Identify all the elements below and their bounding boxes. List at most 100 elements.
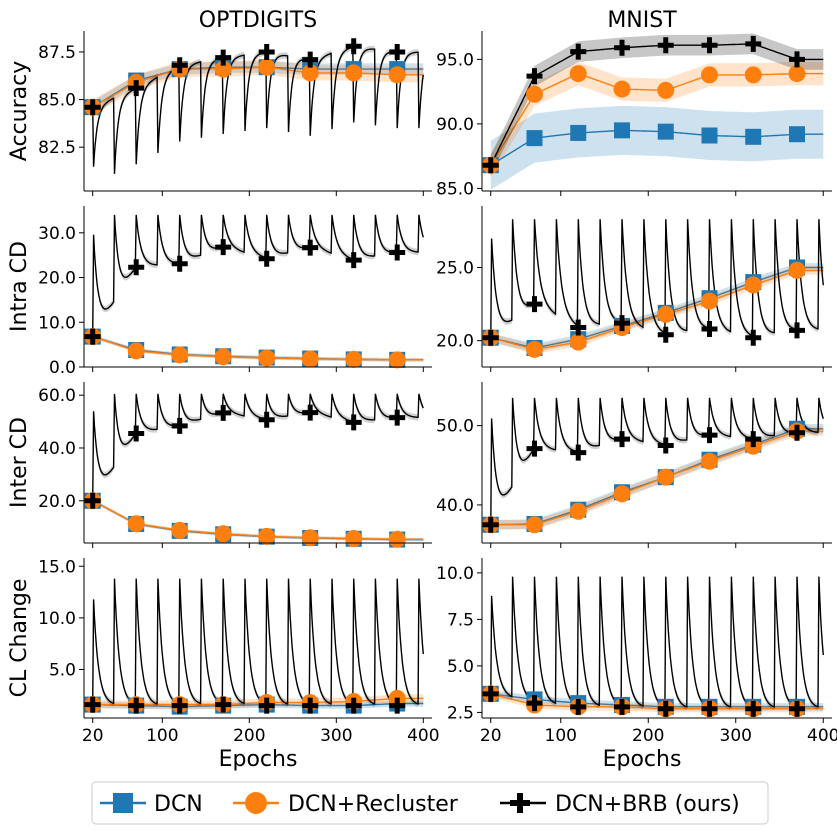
y-tick-label: 87.5 bbox=[38, 43, 76, 63]
marker-dcn-recluster bbox=[744, 276, 762, 294]
y-tick-label: 25.0 bbox=[436, 258, 474, 278]
marker-dcn-recluster bbox=[657, 305, 675, 323]
marker-dcn-brb-ours bbox=[526, 68, 543, 85]
y-axis-label: Accuracy bbox=[7, 61, 32, 161]
marker-dcn bbox=[570, 124, 587, 141]
marker-dcn-brb-ours bbox=[789, 700, 805, 717]
marker-dcn-brb-ours bbox=[171, 57, 188, 74]
y-tick-label: 20.0 bbox=[38, 492, 76, 512]
x-axis-label-left: Epochs bbox=[219, 747, 298, 772]
line-dcn-brb-ours bbox=[490, 43, 824, 166]
marker-dcn-recluster bbox=[657, 81, 675, 99]
y-tick-label: 60.0 bbox=[38, 386, 76, 406]
marker-dcn-brb-ours bbox=[614, 431, 630, 448]
legend-label-dcn: DCN bbox=[154, 792, 203, 817]
line-dcn-brb-ours bbox=[92, 214, 424, 337]
panel-mnist-row0: 85.0 90.0 95.0 bbox=[436, 31, 832, 199]
marker-dcn-brb-ours bbox=[657, 37, 674, 54]
marker-dcn-recluster bbox=[788, 65, 806, 83]
marker-dcn-brb-ours bbox=[171, 697, 188, 714]
y-tick-label: 0.0 bbox=[49, 358, 76, 378]
marker-dcn-brb-ours bbox=[482, 516, 499, 533]
marker-dcn-brb-ours bbox=[302, 697, 319, 714]
marker-dcn-recluster bbox=[701, 292, 718, 310]
col-title-mnist: MNIST bbox=[607, 8, 677, 33]
y-tick-label: 30.0 bbox=[38, 224, 76, 244]
y-tick-label: 10.0 bbox=[38, 609, 76, 629]
marker-dcn-brb-ours bbox=[128, 697, 145, 714]
band-dcn-brb-ours bbox=[92, 390, 424, 504]
circle-icon bbox=[245, 792, 267, 814]
marker-dcn bbox=[701, 127, 718, 144]
line-dcn-recluster bbox=[490, 269, 824, 351]
marker-dcn-brb-ours bbox=[128, 259, 145, 276]
y-tick-label: 85.0 bbox=[38, 91, 76, 111]
line-dcn-recluster bbox=[490, 72, 824, 166]
y-tick-label: 90.0 bbox=[436, 115, 474, 135]
marker-dcn-recluster bbox=[301, 64, 319, 82]
line-dcn-brb-ours bbox=[92, 45, 424, 174]
line-dcn-brb-ours bbox=[490, 576, 824, 708]
band-dcn-brb-ours bbox=[490, 573, 824, 711]
marker-dcn-brb-ours bbox=[345, 414, 362, 431]
marker-dcn-brb-ours bbox=[745, 700, 762, 717]
marker-dcn-recluster bbox=[388, 351, 406, 369]
marker-dcn-brb-ours bbox=[701, 427, 718, 444]
marker-dcn-brb-ours bbox=[570, 444, 587, 461]
marker-dcn-recluster bbox=[127, 515, 145, 533]
y-tick-label: 20.0 bbox=[436, 332, 474, 352]
marker-dcn-recluster bbox=[171, 346, 189, 364]
legend-entry-brb: DCN+BRB (ours) bbox=[500, 792, 740, 817]
band-dcn-brb-ours bbox=[92, 211, 424, 340]
x-tick-label: 200 bbox=[632, 726, 664, 746]
marker-dcn-brb-ours bbox=[614, 315, 630, 332]
marker-dcn-brb-ours bbox=[482, 685, 499, 702]
legend-entry-recluster: DCN+Recluster bbox=[233, 792, 459, 817]
marker-dcn-recluster bbox=[258, 58, 276, 76]
marker-dcn-brb-ours bbox=[526, 695, 543, 712]
panels: 82.5 85.0 87.5 Accuracy 85.090.095.0 0.0 10.0 2… bbox=[7, 31, 837, 746]
marker-dcn bbox=[789, 126, 805, 143]
band-dcn-brb-ours bbox=[490, 33, 824, 176]
plot-area bbox=[490, 33, 824, 190]
plot-area bbox=[92, 43, 424, 178]
marker-dcn-recluster bbox=[788, 261, 806, 279]
legend-label-recluster: DCN+Recluster bbox=[288, 792, 459, 817]
marker-dcn-recluster bbox=[388, 66, 406, 84]
panel-mnist-row2: 40.0 50.0 bbox=[436, 382, 832, 548]
marker-dcn-recluster bbox=[657, 468, 675, 486]
marker-dcn-brb-ours bbox=[258, 43, 275, 60]
band-dcn-brb-ours bbox=[490, 394, 824, 528]
y-tick-label: 2.5 bbox=[447, 703, 474, 723]
marker-dcn-recluster bbox=[301, 350, 319, 368]
marker-dcn-brb-ours bbox=[570, 319, 587, 336]
line-dcn-brb-ours bbox=[92, 578, 424, 705]
line-dcn-brb-ours bbox=[490, 397, 824, 525]
x-tick-label: 20 bbox=[82, 726, 104, 746]
marker-dcn-brb-ours bbox=[389, 697, 406, 714]
plot-area bbox=[92, 211, 424, 362]
col-title-optdigits: OPTDIGITS bbox=[199, 8, 317, 33]
plus-icon bbox=[510, 793, 530, 813]
x-tick-label: 20 bbox=[480, 726, 502, 746]
line-dcn-recluster bbox=[490, 430, 824, 526]
marker-dcn-brb-ours bbox=[701, 37, 718, 54]
marker-dcn-brb-ours bbox=[302, 404, 319, 421]
marker-dcn-brb-ours bbox=[570, 43, 587, 60]
plot-area bbox=[92, 575, 424, 710]
marker-dcn-brb-ours bbox=[84, 328, 101, 345]
marker-dcn-recluster bbox=[214, 348, 232, 366]
y-tick-label: 20.0 bbox=[38, 269, 76, 289]
y-tick-label: 15.0 bbox=[38, 557, 76, 577]
marker-dcn-brb-ours bbox=[128, 425, 145, 442]
marker-dcn-brb-ours bbox=[84, 492, 101, 509]
marker-dcn-brb-ours bbox=[657, 326, 674, 343]
y-tick-label: 82.5 bbox=[38, 138, 76, 158]
line-dcn-recluster bbox=[490, 693, 824, 710]
marker-dcn-brb-ours bbox=[345, 38, 362, 55]
marker-dcn bbox=[526, 130, 543, 147]
x-axis-label-right: Epochs bbox=[603, 747, 682, 772]
x-tick-label: 100 bbox=[146, 726, 178, 746]
marker-dcn-brb-ours bbox=[789, 51, 805, 68]
